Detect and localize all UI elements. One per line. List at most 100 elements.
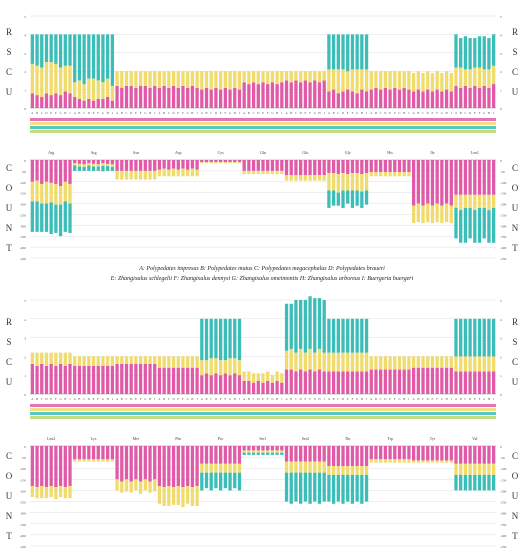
bar-segment (44, 203, 49, 232)
bar-segment (317, 175, 322, 181)
bar-segment (331, 371, 336, 394)
bar-segment (228, 463, 232, 473)
bar-segment (96, 459, 100, 462)
species-letter-label: D (88, 111, 91, 115)
bar-segment (411, 91, 416, 108)
bar-segment (44, 365, 49, 394)
species-letter-label: F (182, 111, 184, 115)
species-letter-label: D (45, 397, 48, 401)
bar-segment (167, 169, 171, 177)
bar-segment (247, 84, 251, 108)
bar-segment (30, 363, 34, 394)
bar-segment (322, 352, 326, 372)
species-letter-label: B (121, 111, 123, 115)
bar-segment (138, 85, 143, 108)
bar-segment (148, 87, 152, 108)
bar-segment (379, 459, 383, 463)
bar-segment (228, 446, 232, 464)
bar-segment (331, 89, 336, 108)
bar-segment (101, 365, 105, 394)
bar-segment (266, 452, 270, 455)
y-tick-label-right: 5 (500, 15, 502, 19)
bar-segment (237, 446, 242, 464)
bar-segment (454, 85, 458, 108)
bar-segment (87, 163, 91, 166)
bar-segment (251, 446, 256, 451)
species-letter-label: G (483, 111, 486, 115)
bar-segment (138, 481, 143, 494)
y-tick-label-left: -100 (20, 181, 27, 185)
codon-strip (30, 118, 496, 121)
bar-segment (317, 71, 322, 83)
bar-segment (129, 446, 133, 482)
bar-segment (218, 318, 223, 361)
bar-segment (459, 87, 463, 108)
species-letter-label: D (88, 397, 91, 401)
bar-segment (275, 160, 279, 171)
bar-segment (477, 463, 482, 475)
bar-segment (322, 175, 326, 181)
bar-segment (360, 352, 364, 372)
species-letter-label: G (229, 111, 232, 115)
bar-segment (82, 160, 86, 165)
bar-segment (129, 85, 133, 108)
species-letter-label: B (460, 397, 462, 401)
species-letter-label: C (41, 397, 43, 401)
bar-segment (426, 160, 430, 204)
bar-segment (176, 169, 180, 177)
y-tick-label-right: 2 (500, 355, 502, 359)
bar-segment (181, 71, 185, 86)
bar-segment (251, 382, 256, 394)
y-tick-label-left: 0 (24, 445, 26, 449)
bar-segment (134, 356, 138, 364)
bar-segment (444, 446, 449, 461)
bar-segment (106, 78, 110, 97)
bar-segment (120, 87, 124, 108)
bar-segment (346, 160, 350, 175)
bar-segment (35, 365, 39, 394)
bar-segment (35, 487, 39, 499)
species-letter-label: A (328, 397, 331, 401)
bar-segment (256, 71, 260, 85)
bar-segment (393, 160, 397, 172)
bar-segment (30, 34, 34, 64)
bar-segment (313, 371, 317, 394)
bar-segment (322, 461, 326, 473)
species-letter-label: A (455, 111, 458, 115)
bar-segment (308, 296, 312, 349)
bar-segment (360, 34, 364, 70)
y-tick-label-left: 2 (24, 70, 26, 74)
bar-segment (251, 452, 256, 455)
bar-segment (242, 380, 246, 394)
bar-segment (54, 352, 58, 366)
codon-strip (30, 408, 496, 411)
y-tick-label-right: -450 (500, 257, 507, 261)
bar-segment (143, 71, 147, 86)
species-letter-label: F (267, 111, 269, 115)
bar-segment (223, 360, 227, 374)
bar-segment (294, 80, 298, 108)
species-letter-label: A (116, 111, 119, 115)
bar-segment (40, 486, 44, 499)
bar-segment (96, 160, 100, 165)
bar-segment (336, 371, 340, 394)
bar-segment (124, 356, 129, 364)
bar-segment (261, 170, 265, 175)
bar-segment (440, 446, 444, 461)
bar-segment (157, 356, 162, 368)
bar-segment (204, 463, 209, 473)
bar-segment (195, 169, 199, 177)
bar-segment (181, 367, 185, 394)
bar-segment (171, 367, 176, 394)
bar-segment (129, 356, 133, 364)
bar-segment (313, 160, 317, 176)
bar-segment (134, 160, 138, 171)
bar-segment (440, 73, 444, 92)
bar-segment (266, 71, 270, 85)
bar-segment (186, 71, 190, 88)
species-letter-label: I (281, 111, 282, 115)
bar-segment (214, 318, 218, 359)
species-letter-label: B (290, 111, 292, 115)
bar-segment (280, 382, 284, 394)
